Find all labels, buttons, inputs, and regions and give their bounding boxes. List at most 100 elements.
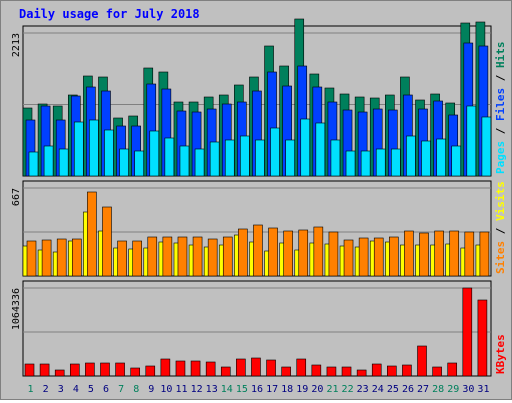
bar-sites bbox=[177, 236, 188, 277]
x-tick-label: 11 bbox=[175, 384, 187, 395]
x-tick-label: 18 bbox=[281, 384, 293, 395]
bar-sites bbox=[268, 227, 278, 277]
bar-kbytes bbox=[402, 364, 412, 377]
bar-pages bbox=[451, 145, 462, 177]
bar-kbytes bbox=[356, 369, 367, 377]
x-tick-label: 21 bbox=[326, 384, 338, 395]
bar-pages bbox=[315, 122, 326, 177]
x-tick-label: 15 bbox=[236, 384, 248, 395]
bar-sites bbox=[479, 231, 490, 277]
x-tick-label: 27 bbox=[417, 384, 429, 395]
x-tick-label: 6 bbox=[103, 384, 109, 395]
bar-kbytes bbox=[175, 360, 186, 377]
bar-sites bbox=[328, 231, 339, 277]
bar-sites bbox=[162, 236, 173, 277]
bar-kbytes bbox=[85, 362, 95, 377]
panel-2: 667 Sites / Visits bbox=[11, 180, 507, 277]
bar-pages bbox=[73, 121, 84, 177]
bar-pages bbox=[255, 139, 265, 177]
panel-legend: KBytes bbox=[494, 334, 507, 374]
bar-pages bbox=[194, 148, 205, 177]
bar-kbytes bbox=[417, 345, 427, 377]
bar-pages bbox=[436, 138, 446, 177]
panel-legend: Sites / Visits bbox=[494, 181, 507, 274]
bar-sites bbox=[192, 236, 203, 277]
bar-kbytes bbox=[145, 365, 156, 377]
y-max-label: 667 bbox=[11, 188, 22, 206]
x-tick-label: 17 bbox=[266, 384, 278, 395]
bar-sites bbox=[389, 236, 399, 277]
bar-sites bbox=[373, 237, 384, 277]
bar-pages bbox=[89, 119, 99, 177]
bar-kbytes bbox=[39, 363, 50, 377]
x-tick-label: 3 bbox=[58, 384, 64, 395]
bar-pages bbox=[300, 118, 311, 177]
bar-kbytes bbox=[432, 366, 442, 377]
bar-kbytes bbox=[326, 366, 337, 377]
x-tick-label: 2 bbox=[43, 384, 49, 395]
bar-sites bbox=[449, 230, 460, 277]
bar-sites bbox=[238, 228, 248, 277]
bar-pages bbox=[406, 135, 416, 177]
bar-kbytes bbox=[54, 369, 65, 377]
panel-1: 2213 Pages / Files / Hits bbox=[11, 18, 507, 177]
bar-pages bbox=[240, 135, 250, 177]
bar-pages bbox=[209, 141, 220, 177]
y-max-label: 2213 bbox=[11, 33, 22, 57]
bar-pages bbox=[149, 130, 160, 177]
bar-pages bbox=[224, 139, 235, 177]
bar-kbytes bbox=[341, 366, 352, 377]
x-tick-label: 20 bbox=[311, 384, 323, 395]
legend-separator: / bbox=[494, 121, 507, 141]
legend-visits: Visits bbox=[494, 181, 507, 221]
bar-sites bbox=[283, 230, 293, 277]
x-tick-label: 23 bbox=[357, 384, 369, 395]
bar-kbytes bbox=[387, 365, 397, 377]
legend-kbytes: KBytes bbox=[494, 334, 507, 374]
bar-pages bbox=[28, 151, 39, 177]
bar-sites bbox=[147, 236, 158, 277]
bar-pages bbox=[58, 148, 69, 177]
bar-kbytes bbox=[447, 362, 458, 377]
x-tick-label: 30 bbox=[462, 384, 474, 395]
bar-kbytes bbox=[190, 360, 201, 377]
bar-sites bbox=[358, 237, 369, 277]
bar-kbytes bbox=[24, 363, 35, 377]
y-max-label: 1064336 bbox=[11, 288, 22, 330]
legend-hits: Hits bbox=[494, 42, 507, 69]
panel-3: 1064336 KBytes bbox=[11, 280, 507, 377]
bar-kbytes bbox=[115, 362, 125, 377]
bar-sites bbox=[71, 238, 82, 277]
legend-separator: / bbox=[494, 68, 507, 88]
legend-separator: / bbox=[494, 221, 507, 241]
x-tick-label: 25 bbox=[387, 384, 399, 395]
bar-pages bbox=[421, 140, 431, 177]
bar-sites bbox=[298, 229, 309, 277]
x-tick-label: 8 bbox=[133, 384, 139, 395]
x-tick-label: 28 bbox=[432, 384, 444, 395]
bar-kbytes bbox=[160, 358, 171, 377]
bar-kbytes bbox=[130, 367, 140, 377]
bar-sites bbox=[343, 239, 354, 277]
x-tick-label: 1 bbox=[28, 384, 34, 395]
bar-pages bbox=[285, 139, 295, 177]
bar-sites bbox=[313, 226, 324, 277]
bar-pages bbox=[330, 139, 341, 177]
legend-pages: Pages bbox=[494, 141, 507, 174]
bar-kbytes bbox=[100, 362, 110, 377]
bar-pages bbox=[360, 150, 371, 177]
x-tick-label: 5 bbox=[88, 384, 94, 395]
bar-kbytes bbox=[236, 358, 246, 377]
bar-kbytes bbox=[462, 287, 473, 377]
bar-sites bbox=[253, 224, 263, 277]
bar-sites bbox=[464, 231, 475, 277]
bar-sites bbox=[117, 240, 127, 277]
bar-pages bbox=[179, 145, 190, 177]
bar-sites bbox=[87, 191, 97, 277]
x-tick-label: 13 bbox=[206, 384, 218, 395]
bar-kbytes bbox=[205, 361, 216, 377]
x-tick-label: 19 bbox=[296, 384, 308, 395]
bar-sites bbox=[419, 232, 429, 277]
bar-pages bbox=[164, 137, 175, 177]
